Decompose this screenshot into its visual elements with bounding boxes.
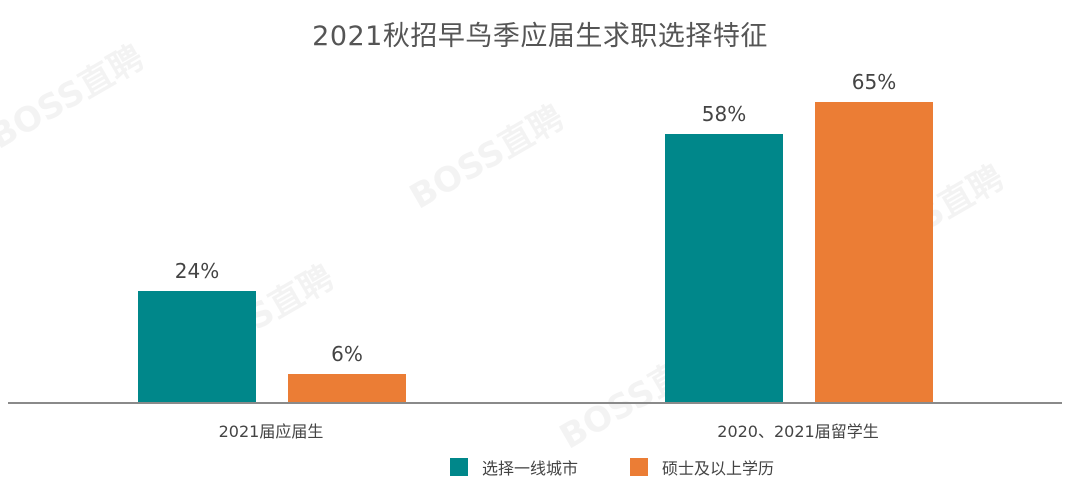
legend: 选择一线城市 硕士及以上学历	[450, 455, 826, 479]
legend-label: 选择一线城市	[482, 459, 579, 478]
legend-swatch-orange	[630, 458, 649, 476]
bar-first-tier-city	[138, 291, 256, 402]
bar-value-label: 6%	[331, 342, 363, 367]
x-axis-line	[8, 402, 1062, 404]
watermark: BOSS直聘	[399, 91, 571, 219]
bar-value-label: 58%	[701, 102, 747, 127]
category-label: 2020、2021届留学生	[717, 422, 879, 441]
category-label: 2021届应届生	[218, 422, 324, 441]
chart-title: 2021秋招早鸟季应届生求职选择特征	[312, 21, 768, 52]
bar-masters-plus	[815, 101, 933, 402]
bar-masters-plus	[288, 374, 406, 402]
bar-first-tier-city	[665, 134, 783, 402]
legend-label: 硕士及以上学历	[662, 459, 775, 478]
bar-value-label: 24%	[174, 259, 220, 284]
bar-value-label: 65%	[851, 69, 897, 94]
legend-item-first-tier-city: 选择一线城市	[450, 455, 578, 479]
legend-swatch-teal	[450, 458, 468, 476]
legend-item-masters-plus: 硕士及以上学历	[630, 455, 774, 479]
